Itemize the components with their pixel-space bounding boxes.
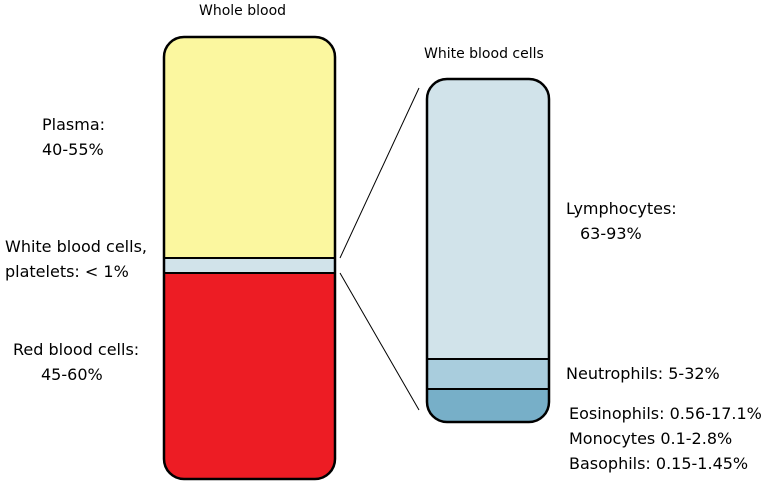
white-blood-cells-outline [425,77,551,424]
neutrophils-label: Neutrophils: 5-32% [566,364,720,383]
lymphocytes-layer [427,79,549,359]
neutrophils-layer [427,359,549,389]
zoom-connector-line [339,87,420,259]
white-blood-cells-tube [427,79,549,422]
white-blood-cells-title: White blood cells [424,46,544,62]
eosinophils-label: Eosinophils: 0.56-17.1% [569,404,762,423]
whole-blood-tube [164,37,335,479]
plasma-label: Plasma: 40-55% [42,112,105,162]
whole-blood-outline [162,35,337,481]
plasma-layer [164,37,335,258]
wbc-platelets-value: platelets: < 1% [5,262,129,281]
whole-blood-title: Whole blood [199,3,287,19]
red-blood-cells-name: Red blood cells: [13,340,140,359]
zoom-connector-line [339,272,420,411]
lymphocytes-value: 63-93% [580,224,642,243]
wbc-platelets-name: White blood cells, [5,237,147,256]
plasma-value: 40-55% [42,140,104,159]
lymphocytes-label: Lymphocytes: 63-93% [566,196,677,246]
wbc-platelets-label: White blood cells, platelets: < 1% [5,234,147,284]
lymphocytes-name: Lymphocytes: [566,199,677,218]
red-blood-cells-layer [164,273,335,479]
minor-wbc-labels: Eosinophils: 0.56-17.1% Monocytes 0.1-2.… [569,401,762,476]
basophils-label: Basophils: 0.15-1.45% [569,454,749,473]
red-blood-cells-value: 45-60% [41,365,103,384]
plasma-name: Plasma: [42,115,106,134]
wbc-platelets-layer [164,258,335,273]
red-blood-cells-label: Red blood cells: 45-60% [13,337,139,387]
eosinophils-monocytes-basophils-layer [427,389,549,422]
monocytes-label: Monocytes 0.1-2.8% [569,429,733,448]
